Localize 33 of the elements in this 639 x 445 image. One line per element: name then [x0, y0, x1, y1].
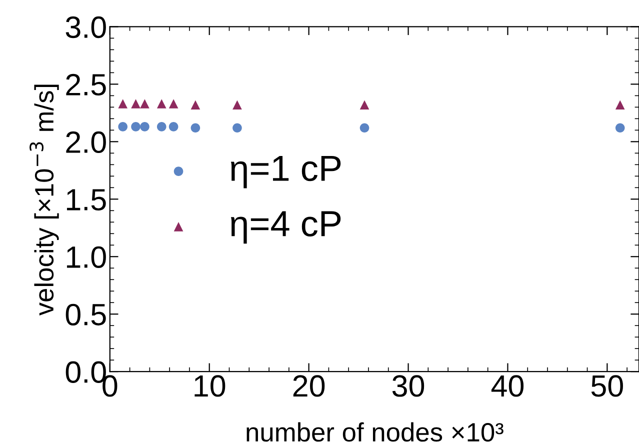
x-tick-label: 10: [194, 375, 226, 397]
legend-label: η=4 cP: [230, 211, 341, 244]
legend-label: η=1 cP: [230, 156, 341, 188]
y-tick-label: 1.0: [66, 246, 106, 268]
point: [168, 122, 178, 132]
y-tick-label: 2.5: [66, 74, 106, 96]
point: [615, 100, 625, 110]
y-axis-title: velocity [×10$^{−3}$ m/s]: [30, 84, 59, 316]
point: [131, 99, 140, 108]
y-tick-label: 3.0: [66, 16, 106, 38]
x-tick-label: 50: [591, 375, 623, 397]
point: [140, 99, 150, 108]
point: [232, 123, 242, 133]
point: [168, 99, 178, 108]
x-tick-label: 30: [392, 375, 424, 397]
point: [156, 122, 166, 132]
point: [140, 122, 150, 132]
point: [360, 100, 370, 110]
x-tick-label: 20: [293, 375, 325, 397]
x-tick-label: 40: [491, 375, 524, 397]
y-tick-label: 1.5: [66, 189, 106, 211]
point: [118, 122, 128, 132]
point: [360, 123, 370, 133]
point: [232, 100, 242, 110]
point: [156, 99, 166, 108]
point: [615, 123, 625, 133]
y-tick-label: 0.5: [66, 304, 106, 326]
point: [190, 123, 200, 133]
x-axis-title: number of nodes ×10³: [246, 422, 504, 442]
y-tick-label: 2.0: [66, 131, 106, 154]
point: [190, 100, 200, 110]
point: [131, 122, 140, 132]
point: [118, 99, 128, 108]
